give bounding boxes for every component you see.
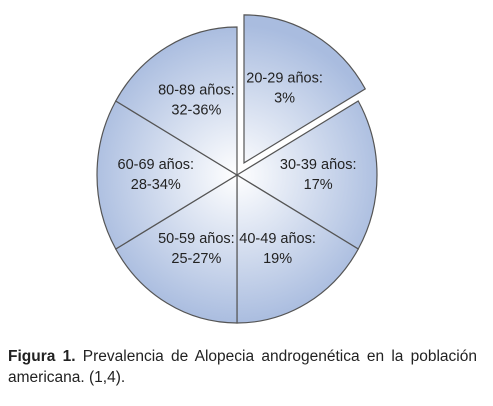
slice-name: 80-89 años: — [158, 82, 235, 98]
pie-slice — [114, 173, 238, 324]
pie-slice — [236, 173, 360, 324]
slice-name: 40-49 años: — [239, 231, 316, 247]
slice-name: 30-39 años: — [280, 157, 357, 173]
slice-name: 50-59 años: — [158, 231, 235, 247]
slice-label: 19% — [263, 251, 292, 267]
pie-slice — [96, 100, 239, 250]
slice-label: 3% — [274, 90, 295, 106]
caption-text: Prevalencia de Alopecia androgenética en… — [8, 348, 477, 386]
slice-label: 32-36% — [171, 102, 221, 118]
pie-slice — [114, 26, 238, 177]
caption-lead: Figura 1. — [8, 348, 76, 365]
caption: Figura 1. Prevalencia de Alopecia androg… — [8, 346, 477, 388]
slice-name: 60-69 años: — [118, 157, 195, 173]
slice-label: 25-27% — [171, 251, 221, 267]
pie-chart: 20-29 años: 3% 30-39 años: 17% 40-49 años: 19… — [96, 14, 378, 324]
slice-name: 20-29 años: — [246, 70, 323, 86]
pie-slice — [235, 100, 378, 250]
slice-label: 28-34% — [131, 177, 181, 193]
pie-slice — [243, 14, 367, 164]
slice-label: 17% — [304, 177, 333, 193]
